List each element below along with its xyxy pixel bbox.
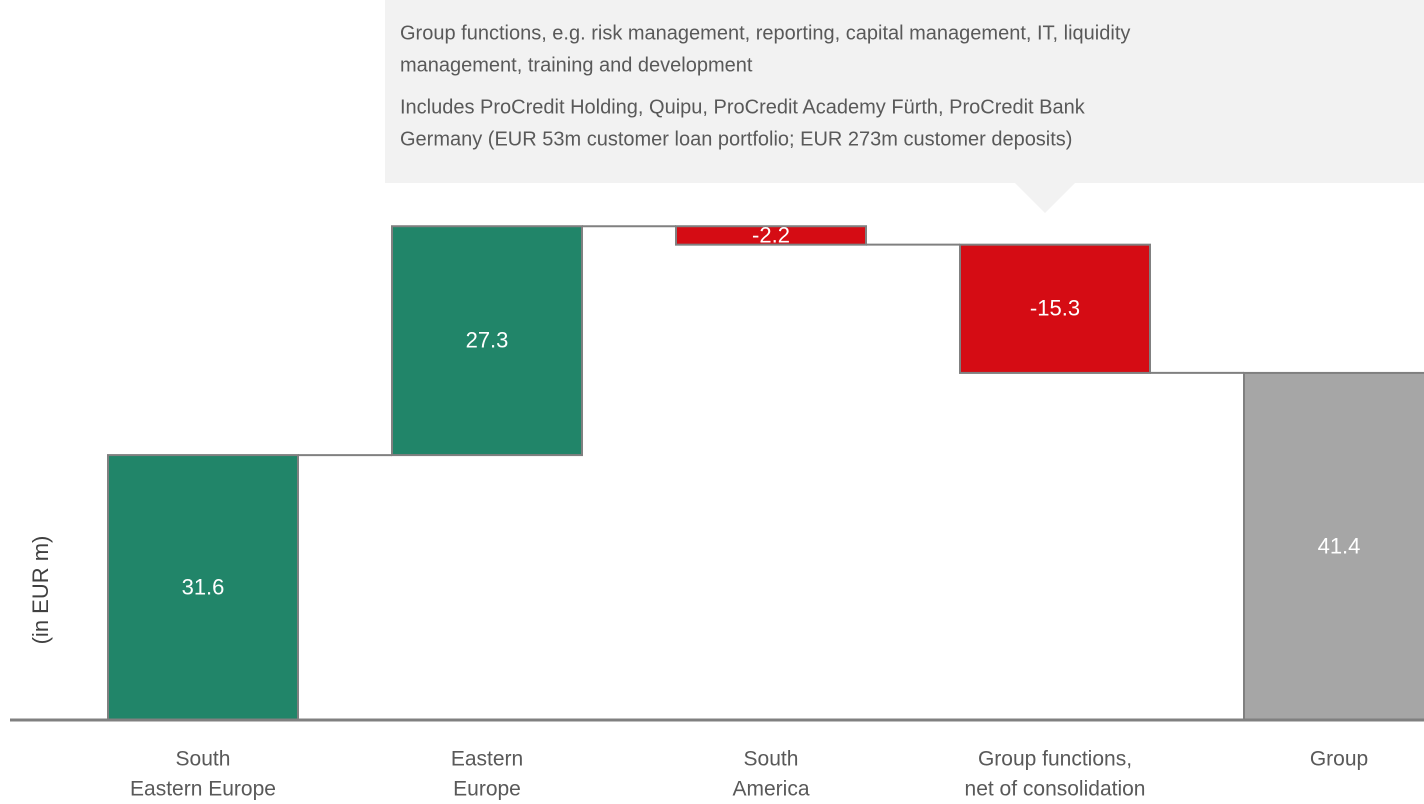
x-tick-label: Europe (453, 778, 521, 801)
annotation-box (385, 0, 1424, 213)
x-tick-label: Group functions, (978, 748, 1132, 771)
annotation-text: Germany (EUR 53m customer loan portfolio… (400, 128, 1072, 150)
bar (959, 243, 1151, 374)
annotation-text: management, training and development (400, 54, 753, 76)
data-label: -2.2 (752, 222, 790, 247)
x-tick-label: Eastern (451, 748, 523, 771)
y-axis-label: (in EUR m) (28, 536, 53, 645)
bar (107, 454, 299, 721)
annotation-text: Group functions, e.g. risk management, r… (400, 22, 1130, 44)
data-label: -15.3 (1030, 296, 1080, 321)
bar (1243, 371, 1424, 721)
x-tick-label: net of consolidation (965, 778, 1146, 801)
x-tick-label: Eastern Europe (130, 778, 276, 801)
bar (675, 225, 867, 246)
x-tick-label: America (732, 778, 809, 801)
annotation-text: Includes ProCredit Holding, Quipu, ProCr… (400, 96, 1086, 118)
data-label: 41.4 (1318, 533, 1361, 558)
x-tick-label: South (176, 748, 231, 771)
x-tick-label: Group (1310, 748, 1368, 771)
x-tick-label: South (744, 748, 799, 771)
data-label: 27.3 (466, 327, 509, 352)
data-label: 31.6 (182, 574, 225, 599)
bar (391, 225, 583, 457)
